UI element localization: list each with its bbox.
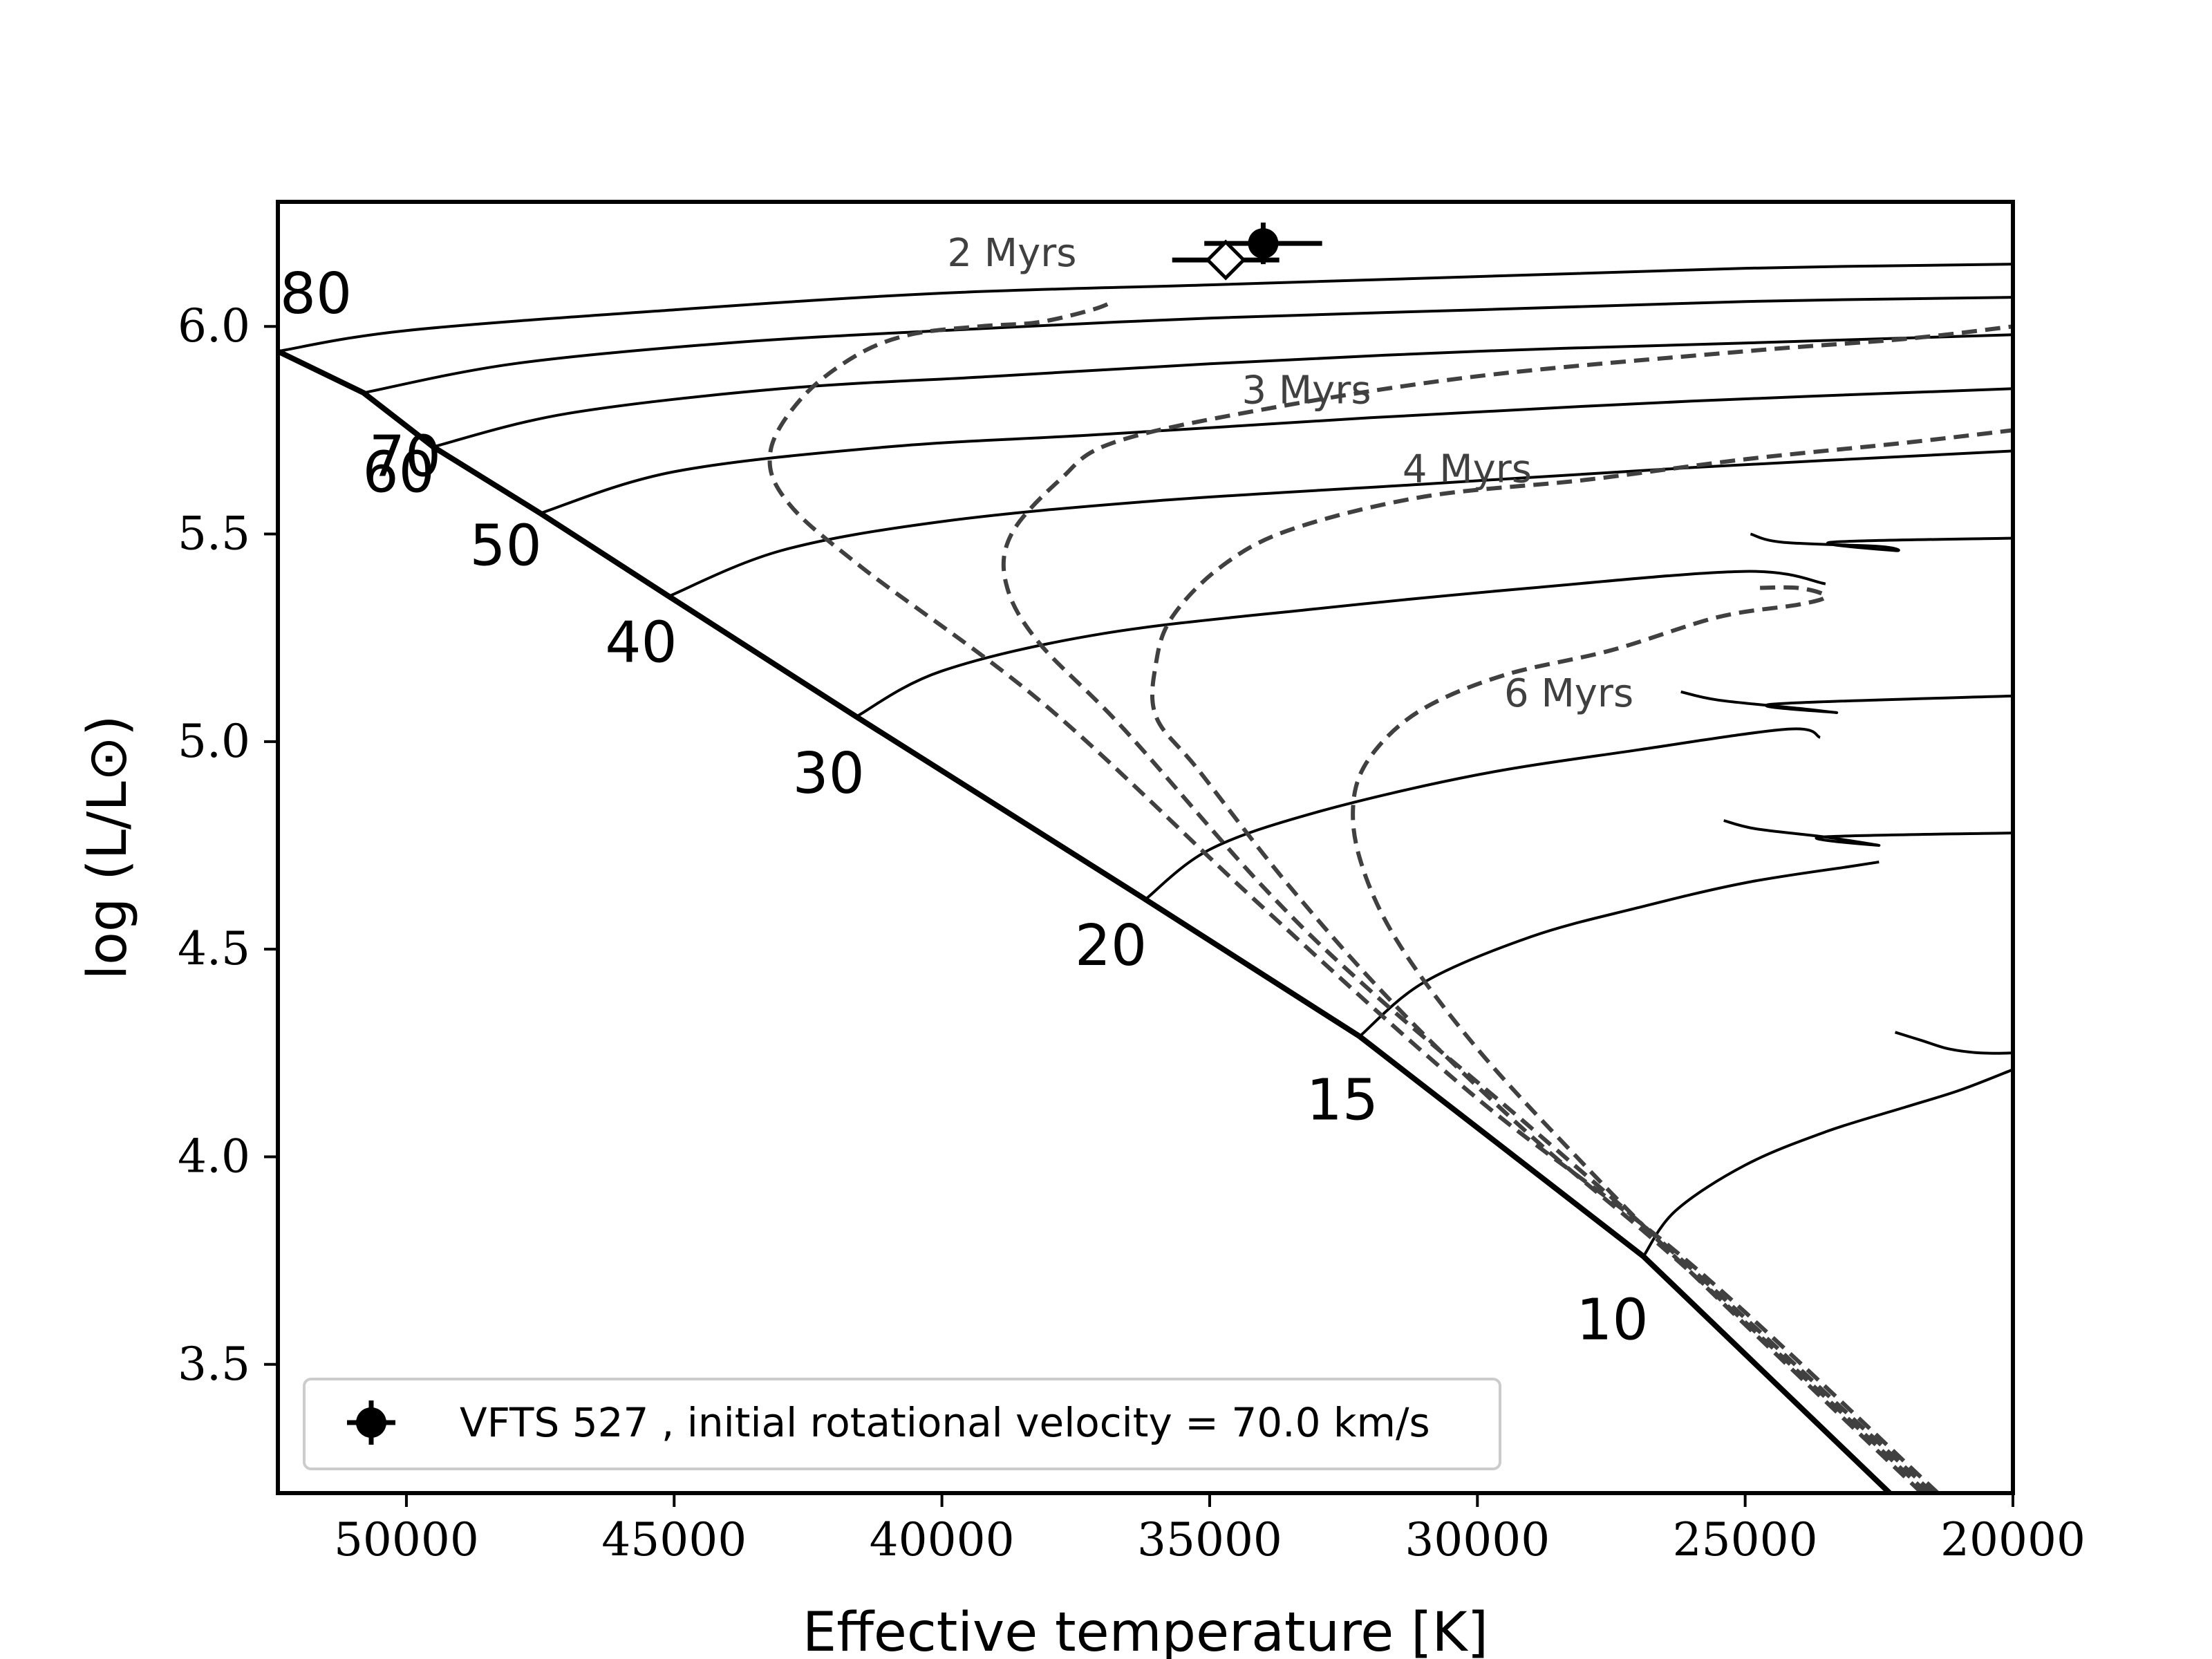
track-hook-20	[1680, 690, 2013, 714]
plot-frame	[276, 200, 2015, 1495]
y-tick-label: 4.5	[178, 922, 250, 975]
y-tick-label: 3.5	[178, 1338, 250, 1391]
observations	[1172, 223, 1322, 281]
x-tick-label: 50000	[334, 1513, 479, 1566]
legend-marker	[347, 1400, 395, 1445]
isochrones	[767, 299, 2013, 1493]
zams-line-group	[278, 348, 1892, 1493]
isochrone-3-myrs	[1001, 324, 2013, 1493]
y-tick-label: 5.0	[178, 715, 250, 768]
x-tick-label: 35000	[1137, 1513, 1282, 1566]
y-tick-label: 6.0	[178, 299, 250, 353]
track-hook-10	[1895, 1031, 2013, 1055]
legend-entry-label: VFTS 527 , initial rotational velocity =…	[460, 1399, 1430, 1446]
y-axis-label: log (L/L⊙)	[77, 715, 139, 980]
track-20	[1144, 727, 1821, 901]
isochrone-label-6-myrs: 6 Myrs	[1504, 671, 1633, 716]
track-80	[278, 263, 2013, 353]
legend: VFTS 527 , initial rotational velocity =…	[303, 1378, 1501, 1470]
mass-label-40: 40	[605, 610, 677, 676]
x-tick-label: 20000	[1940, 1513, 2086, 1566]
y-tick-label: 4.0	[178, 1130, 250, 1183]
mass-label-70: 70	[369, 424, 441, 489]
track-30	[855, 570, 1826, 718]
x-axis-ticks: 50000 45000 40000 35000 30000 25000 20000	[334, 1493, 2086, 1566]
track-hook-30	[1750, 532, 2013, 552]
legend-box	[303, 1378, 1501, 1470]
x-tick-label: 40000	[870, 1513, 1015, 1566]
isochrone-label-3-myrs: 3 Myrs	[1241, 368, 1371, 413]
mass-label-60: 60	[362, 440, 434, 505]
y-tick-label: 5.5	[178, 507, 250, 561]
mass-label-20: 20	[1075, 913, 1147, 979]
mass-label-50: 50	[469, 513, 541, 579]
track-hook-15	[1723, 819, 2013, 847]
mass-label-10: 10	[1576, 1288, 1648, 1353]
mass-label-30: 30	[792, 741, 864, 807]
track-60	[433, 333, 2013, 449]
track-10	[1642, 1068, 2013, 1257]
x-tick-label: 25000	[1673, 1513, 1818, 1566]
track-70	[363, 296, 2013, 395]
zams-line	[278, 348, 1892, 1493]
track-50	[540, 387, 2013, 515]
evolutionary-tracks	[278, 263, 2013, 1257]
observation-point-alt	[1172, 239, 1280, 281]
isochrone-label-2-myrs: 2 Myrs	[947, 231, 1076, 276]
isochrone-label-4-myrs: 4 Myrs	[1403, 447, 1532, 491]
x-tick-label: 45000	[601, 1513, 747, 1566]
plot-area	[278, 223, 2013, 1493]
track-15	[1358, 861, 1880, 1038]
mass-label-80: 80	[280, 261, 352, 327]
isochrone-4-myrs	[1150, 428, 2013, 1493]
x-tick-label: 30000	[1405, 1513, 1550, 1566]
isochrone-6-myrs	[1351, 585, 1924, 1493]
mass-label-15: 15	[1306, 1067, 1378, 1133]
x-axis-label: Effective temperature [K]	[803, 1602, 1488, 1659]
track-40	[668, 449, 2013, 598]
y-axis-ticks: 3.5 4.0 4.5 5.0 5.5 6.0	[178, 299, 278, 1391]
isochrone-2-myrs	[767, 299, 1940, 1493]
